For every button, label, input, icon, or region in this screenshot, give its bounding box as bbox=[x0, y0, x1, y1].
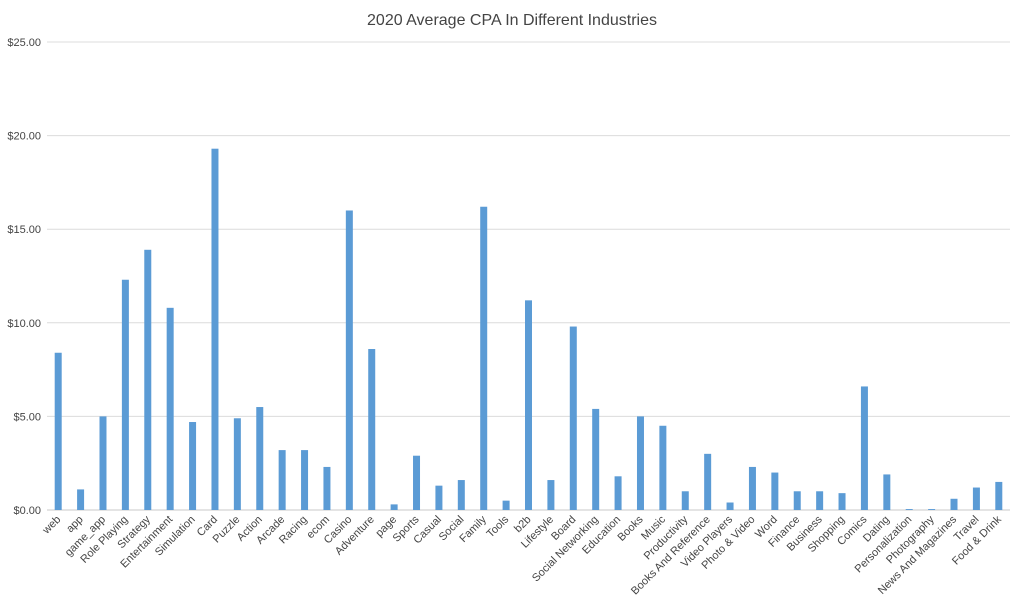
bar bbox=[704, 453, 712, 510]
bar bbox=[525, 300, 532, 510]
bar bbox=[681, 491, 689, 510]
bar bbox=[301, 450, 309, 510]
bar bbox=[77, 489, 85, 510]
y-axis-ticks: $0.00 $5.00 $10.00 $15.00 $20.00 $25.00 bbox=[7, 37, 41, 517]
x-tick-label: Books bbox=[615, 513, 645, 543]
bar bbox=[368, 349, 376, 510]
bar bbox=[950, 498, 958, 510]
y-tick-label: $25.00 bbox=[7, 37, 41, 49]
bar bbox=[502, 500, 510, 510]
bar bbox=[233, 418, 241, 510]
bar bbox=[211, 148, 219, 510]
bar bbox=[99, 416, 107, 510]
bar bbox=[144, 249, 152, 511]
y-tick-label: $15.00 bbox=[7, 224, 41, 236]
y-tick-label: $5.00 bbox=[13, 411, 41, 423]
chart-title: 2020 Average CPA In Different Industries bbox=[367, 12, 657, 29]
bar bbox=[390, 504, 398, 510]
y-tick-label: $20.00 bbox=[7, 131, 41, 143]
bar bbox=[345, 210, 353, 511]
bar bbox=[928, 509, 936, 510]
bar bbox=[726, 502, 734, 510]
bar bbox=[995, 481, 1003, 510]
bar bbox=[54, 352, 62, 510]
bar bbox=[816, 491, 824, 510]
bar bbox=[166, 307, 174, 510]
bar bbox=[592, 408, 600, 510]
bar bbox=[972, 487, 980, 510]
bar bbox=[457, 480, 465, 510]
bar bbox=[569, 326, 577, 510]
y-tick-label: $0.00 bbox=[13, 505, 41, 517]
bar bbox=[905, 509, 913, 510]
bar bbox=[860, 386, 868, 510]
bar bbox=[189, 422, 197, 510]
bar bbox=[838, 493, 846, 510]
bar bbox=[278, 450, 286, 510]
bar bbox=[883, 474, 891, 510]
bar bbox=[793, 491, 801, 510]
bar bbox=[748, 466, 756, 510]
bar bbox=[659, 425, 667, 510]
bar bbox=[435, 485, 443, 510]
bar bbox=[547, 480, 555, 510]
y-tick-label: $10.00 bbox=[7, 318, 41, 330]
bars bbox=[54, 148, 1003, 511]
bar bbox=[323, 466, 331, 510]
bar bbox=[256, 407, 264, 510]
bar bbox=[121, 279, 129, 510]
bar bbox=[413, 455, 421, 510]
bar bbox=[771, 472, 779, 510]
x-tick-label: web bbox=[40, 514, 63, 537]
bar bbox=[614, 476, 622, 510]
x-tick-label: Tools bbox=[485, 513, 512, 540]
bar bbox=[480, 206, 488, 511]
bar bbox=[636, 416, 644, 510]
